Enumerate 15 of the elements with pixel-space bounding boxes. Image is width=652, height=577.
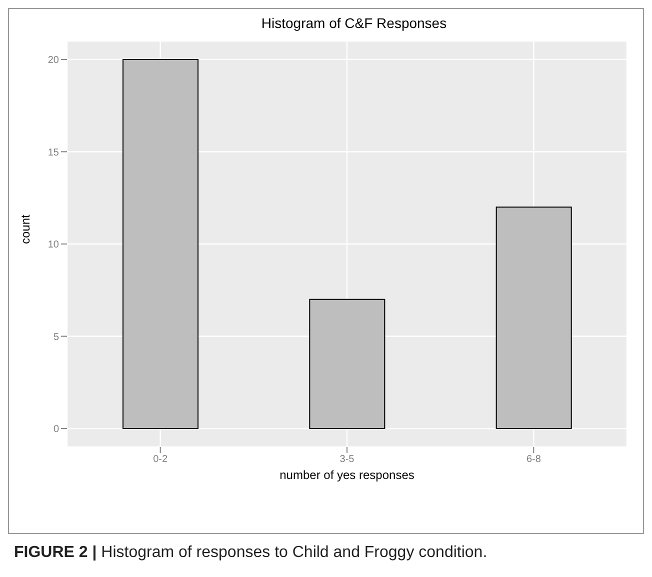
y-axis-title: count — [18, 214, 32, 244]
y-tick-label: 0 — [53, 424, 60, 436]
chart-title: Histogram of C&F Responses — [260, 15, 448, 31]
x-axis-title: number of yes responses — [280, 468, 414, 482]
y-tick-label: 10 — [48, 240, 60, 251]
x-tick-label: 6-8 — [526, 454, 542, 466]
bar — [309, 298, 386, 430]
bar — [496, 206, 572, 430]
caption: FIGURE 2 | Histogram of responses to Child and Froggy condition. — [14, 544, 488, 561]
bar — [122, 58, 198, 430]
y-tick-label: 20 — [48, 55, 60, 66]
y-tick-label: 15 — [48, 147, 60, 158]
y-tick-label: 5 — [53, 332, 60, 343]
x-tick-label: 3-5 — [340, 454, 355, 466]
x-tick-label: 0-2 — [153, 454, 168, 466]
